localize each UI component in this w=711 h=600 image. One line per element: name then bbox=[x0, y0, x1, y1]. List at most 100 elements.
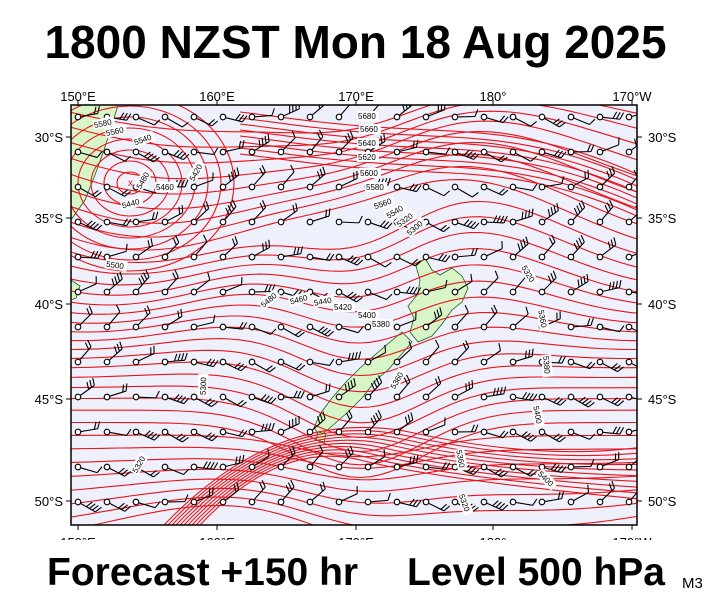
wind-barb bbox=[538, 234, 556, 261]
forecast-label: Forecast +150 hr bbox=[47, 551, 359, 594]
wind-barb bbox=[103, 271, 123, 296]
wind-barb bbox=[422, 147, 451, 156]
wind-barb bbox=[480, 304, 498, 331]
axis-ticks bbox=[66, 100, 642, 530]
wind-barb bbox=[132, 390, 160, 401]
wind-barb bbox=[103, 341, 123, 366]
wind-barb bbox=[103, 498, 131, 512]
contour-line bbox=[71, 248, 637, 296]
wind-barb bbox=[567, 484, 590, 506]
wind-barb bbox=[480, 183, 509, 196]
wind-barb bbox=[335, 105, 353, 121]
contour-line bbox=[71, 141, 637, 210]
contour-line bbox=[239, 153, 637, 217]
wind-barb bbox=[190, 358, 219, 368]
contour-line bbox=[239, 147, 637, 211]
contour-line bbox=[187, 446, 637, 525]
wind-barb bbox=[103, 218, 132, 227]
wind-barb bbox=[74, 463, 103, 474]
contour-line bbox=[239, 135, 637, 199]
wind-barb bbox=[422, 105, 446, 121]
wind-barb bbox=[335, 351, 362, 366]
wind-barb bbox=[393, 374, 411, 401]
contour-label: 5580 bbox=[366, 183, 384, 192]
wind-barb bbox=[422, 307, 443, 331]
wind-barb bbox=[538, 393, 567, 406]
wind-barb bbox=[596, 237, 617, 261]
wind-barb bbox=[248, 239, 271, 261]
wind-barb bbox=[190, 314, 216, 331]
wind-barb bbox=[219, 199, 237, 226]
lat-label-left: 50°S bbox=[35, 494, 64, 509]
contour-label: 5380 bbox=[541, 356, 552, 375]
contour-line bbox=[71, 105, 637, 148]
wind-barb bbox=[277, 246, 304, 261]
wind-barb bbox=[74, 250, 102, 261]
lon-label-bottom: 180° bbox=[480, 535, 507, 540]
wind-barb bbox=[103, 383, 128, 401]
wind-barb bbox=[509, 208, 534, 226]
lat-label-right: 45°S bbox=[648, 392, 677, 407]
map-frame bbox=[70, 104, 638, 526]
wind-barb bbox=[480, 148, 508, 163]
lon-label-bottom: 150°E bbox=[60, 535, 96, 540]
wind-barb bbox=[74, 218, 103, 231]
wind-barb bbox=[74, 498, 102, 513]
wind-barb bbox=[538, 176, 565, 191]
contour-line bbox=[71, 153, 637, 224]
wind-barb bbox=[74, 305, 93, 331]
contour-label: 5460 bbox=[156, 183, 174, 192]
wind-barb bbox=[393, 498, 422, 508]
wind-barb bbox=[248, 393, 277, 405]
wind-barb bbox=[132, 148, 160, 163]
wind-barb bbox=[219, 113, 248, 123]
wind-barb bbox=[393, 183, 422, 193]
wind-barb bbox=[335, 486, 358, 506]
wind-barb bbox=[625, 288, 637, 296]
wind-barb bbox=[74, 339, 92, 366]
wind-barb bbox=[219, 140, 245, 156]
wind-barb bbox=[277, 105, 300, 121]
lon-label-top: 170°E bbox=[338, 89, 374, 104]
wind-barb bbox=[161, 463, 190, 475]
wind-barb bbox=[306, 444, 324, 471]
wind-barb bbox=[277, 479, 295, 506]
contour-line bbox=[71, 496, 637, 525]
contour-line bbox=[175, 436, 637, 525]
wind-barb bbox=[132, 269, 150, 296]
contour-line bbox=[171, 433, 637, 525]
wind-barb bbox=[219, 482, 240, 506]
low-ring bbox=[71, 116, 209, 250]
wind-barb bbox=[451, 379, 474, 401]
wind-barb bbox=[277, 164, 295, 191]
wind-barb bbox=[161, 352, 188, 366]
wind-barb bbox=[422, 462, 451, 471]
lon-label-top: 160°E bbox=[199, 89, 235, 104]
contour-line bbox=[71, 312, 637, 344]
contour-label: 5600 bbox=[360, 169, 378, 178]
wind-barb bbox=[625, 323, 637, 337]
wind-barb bbox=[132, 428, 161, 441]
contour-label: 5380 bbox=[372, 320, 390, 329]
wind-barb bbox=[335, 288, 363, 303]
wind-barb bbox=[190, 147, 219, 156]
wind-barb bbox=[393, 412, 414, 436]
height-contours bbox=[71, 105, 637, 525]
contour-line bbox=[71, 231, 637, 286]
contour-label: 5640 bbox=[358, 139, 376, 148]
wind-barb bbox=[509, 236, 529, 261]
contour-label: 5580 bbox=[93, 117, 113, 130]
wind-barb bbox=[161, 205, 184, 226]
wind-barb bbox=[422, 253, 451, 263]
wind-barb bbox=[625, 393, 637, 402]
wind-barb bbox=[161, 148, 190, 161]
wind-barb bbox=[567, 169, 590, 191]
wind-barb bbox=[161, 113, 189, 128]
wind-barb bbox=[335, 377, 356, 401]
wind-barb bbox=[277, 323, 305, 338]
contour-line bbox=[71, 120, 637, 180]
wind-barb bbox=[422, 498, 451, 512]
wind-barb bbox=[596, 480, 616, 506]
low-ring bbox=[77, 138, 183, 228]
wind-barb bbox=[364, 492, 391, 506]
